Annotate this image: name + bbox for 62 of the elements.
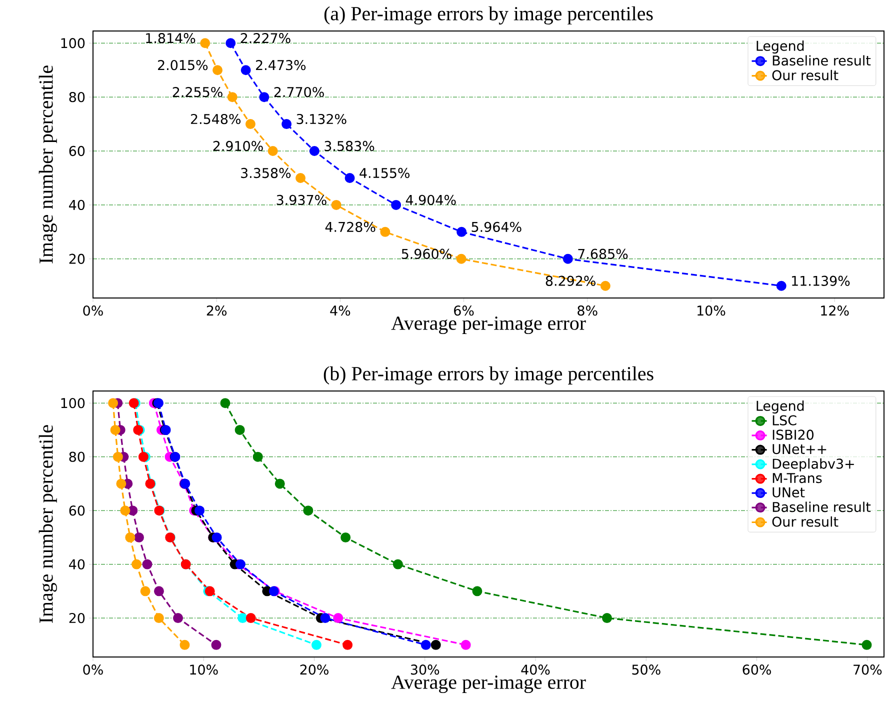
annotation: 2.548%	[190, 114, 241, 124]
legend-label: Baseline result	[772, 502, 871, 512]
annotation: 3.937%	[276, 194, 326, 206]
y-axis-title: Image number percentile	[38, 425, 57, 623]
y-tick-label: 100	[61, 38, 85, 48]
legend-label: ISBI20	[772, 430, 814, 440]
chart-title: (b) Per-image errors by image percentiles	[324, 366, 654, 385]
chart-title: (a) Per-image errors by image percentiles	[324, 6, 653, 24]
x-tick-label: 30%	[410, 664, 440, 675]
legend-title: Legend	[756, 40, 804, 54]
y-tick-label: 40	[69, 559, 85, 570]
x-tick-label: 12%	[821, 306, 849, 316]
y-tick-label: 80	[69, 92, 85, 102]
annotation: 2.227%	[240, 33, 290, 44]
y-tick-label: 60	[69, 505, 85, 516]
annotation: 4.904%	[406, 194, 456, 206]
y-axis-title: Image number percentile	[38, 66, 57, 264]
annotation: 3.583%	[324, 140, 374, 152]
legend-label: Our result	[772, 70, 838, 80]
x-tick-label: 70%	[854, 664, 882, 675]
annotation: 3.132%	[296, 114, 346, 124]
y-tick-label: 40	[69, 200, 85, 210]
legend-label: Baseline result	[772, 55, 871, 66]
x-tick-label: 0%	[83, 664, 103, 675]
legend-label: M-Trans	[772, 473, 822, 484]
legend-label: Our result	[772, 516, 838, 527]
legend-label: Deeplabv3+	[772, 458, 854, 472]
annotation: 5.964%	[472, 222, 522, 232]
y-tick-label: 60	[69, 146, 85, 156]
x-axis-title: Average per-image error	[391, 316, 586, 334]
annotation: 2.910%	[213, 140, 263, 152]
annotation: 3.358%	[241, 168, 291, 178]
x-tick-label: 20%	[300, 664, 328, 675]
x-tick-label: 10%	[698, 306, 726, 316]
annotation: 11.139%	[792, 276, 850, 286]
x-tick-label: 2%	[206, 306, 227, 316]
x-tick-label: 50%	[632, 664, 660, 675]
annotation: 2.770%	[274, 86, 324, 98]
annotation: 4.155%	[360, 168, 410, 178]
annotation: 1.814%	[146, 33, 196, 44]
legend-label: UNet++	[772, 444, 826, 454]
y-tick-label: 100	[61, 398, 85, 408]
x-tick-label: 4%	[330, 306, 350, 316]
legend-title: Legend	[756, 400, 804, 414]
x-tick-label: 8%	[578, 306, 598, 316]
y-tick-label: 80	[69, 452, 85, 462]
y-tick-label: 20	[69, 612, 85, 624]
annotation: 2.473%	[256, 60, 306, 70]
annotation: 2.015%	[158, 60, 208, 70]
legend-label: UNet	[772, 487, 805, 498]
annotation: 5.960%	[402, 248, 452, 259]
x-tick-label: 40%	[521, 664, 550, 675]
x-tick-label: 60%	[742, 664, 771, 675]
annotation: 4.728%	[325, 222, 376, 232]
y-tick-label: 20	[69, 254, 85, 264]
legend-label: LSC	[772, 415, 796, 426]
x-tick-label: 10%	[190, 664, 218, 675]
annotation: 2.255%	[172, 86, 222, 98]
x-tick-label: 6%	[454, 306, 474, 316]
x-axis-title: Average per-image error	[391, 676, 586, 694]
x-tick-label: 0%	[83, 306, 103, 316]
annotation: 7.685%	[578, 248, 628, 259]
